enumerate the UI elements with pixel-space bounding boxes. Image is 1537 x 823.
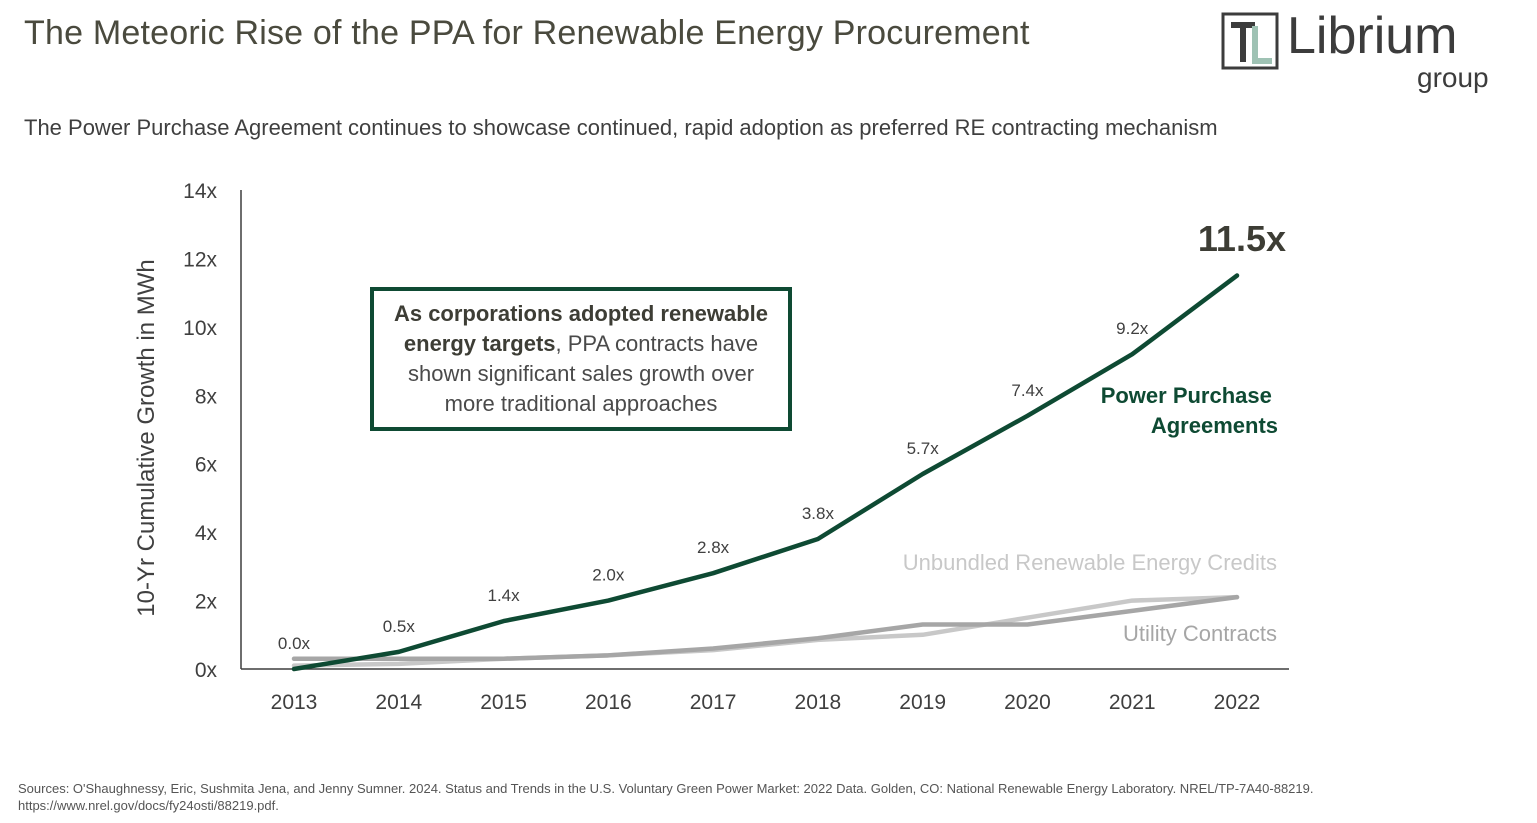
y-tick-label: 0x [195, 659, 218, 682]
y-axis-title: 10-Yr Cumulative Growth in MWh [133, 259, 160, 616]
y-tick-label: 10x [183, 317, 217, 340]
ppa-data-label: 2.8x [697, 538, 730, 557]
y-tick-label: 12x [183, 248, 217, 271]
y-tick-label: 14x [183, 180, 217, 203]
callout-box: As corporations adopted renewable energy… [370, 287, 792, 431]
ppa-data-label: 0.5x [383, 617, 416, 636]
x-tick-label: 2013 [271, 691, 318, 714]
x-tick-label: 2021 [1109, 691, 1156, 714]
x-tick-labels: 2013 2014 2015 2016 2017 2018 2019 2020 2021 2022 [271, 691, 1261, 714]
series-label-urec: Unbundled Renewable Energy Credits [903, 550, 1277, 575]
callout-body-text: , PPA contracts have shown significant s… [407, 331, 759, 416]
series-layer [291, 273, 1240, 672]
x-tick-label: 2020 [1004, 691, 1051, 714]
x-tick-label: 2017 [690, 691, 737, 714]
librium-tl-monogram-icon [1221, 12, 1279, 70]
ppa-data-label: 3.8x [802, 504, 835, 523]
x-tick-label: 2015 [480, 691, 527, 714]
page-subtitle: The Power Purchase Agreement continues t… [24, 115, 1218, 140]
y-tick-label: 2x [195, 591, 218, 614]
x-tick-label: 2016 [585, 691, 632, 714]
x-tick-label: 2018 [795, 691, 842, 714]
ppa-end-value-label: 11.5x [1198, 218, 1286, 259]
callout-text: As corporations adopted renewable energy… [386, 299, 776, 419]
data-labels-layer: 0.0x 0.5x 1.4x 2.0x 2.8x 3.8x 5.7x 7.4x 9.2x [278, 319, 1149, 653]
y-tick-label: 8x [195, 385, 218, 408]
series-label-utility: Utility Contracts [1123, 621, 1277, 646]
logo-subtext: group [1417, 62, 1489, 93]
page-title: The Meteoric Rise of the PPA for Renewab… [24, 14, 1030, 52]
ppa-data-label: 5.7x [907, 439, 940, 458]
ppa-data-label: 2.0x [592, 566, 625, 585]
x-tick-label: 2019 [899, 691, 946, 714]
sources-link: https://www.nrel.gov/docs/fy24osti/88219… [18, 798, 279, 813]
y-tick-label: 4x [195, 522, 218, 545]
ppa-data-label: 7.4x [1011, 381, 1044, 400]
ppa-data-label: 9.2x [1116, 319, 1149, 338]
series-line-ppa [291, 273, 1240, 672]
ppa-data-label: 1.4x [487, 586, 520, 605]
y-tick-label: 6x [195, 454, 218, 477]
x-tick-label: 2014 [375, 691, 422, 714]
chart-axes [240, 190, 1289, 670]
ppa-data-label: 0.0x [278, 634, 311, 653]
sources-citation: Sources: O'Shaughnessy, Eric, Sushmita J… [18, 781, 1314, 796]
logo-wordmark: Librium [1287, 7, 1458, 65]
series-line-utility [291, 594, 1240, 661]
brand-logo: Librium group [1221, 7, 1511, 102]
callout-bold-text: As corporations adopted renewable energy… [393, 301, 769, 356]
y-tick-labels: 0x 2x 4x 6x 8x 10x 12x 14x [183, 180, 217, 682]
series-line-urec [291, 594, 1240, 668]
series-label-ppa: Power Purchase Agreements [1101, 383, 1278, 438]
sources-footnote: Sources: O'Shaughnessy, Eric, Sushmita J… [18, 780, 1498, 814]
x-tick-label: 2022 [1214, 691, 1261, 714]
